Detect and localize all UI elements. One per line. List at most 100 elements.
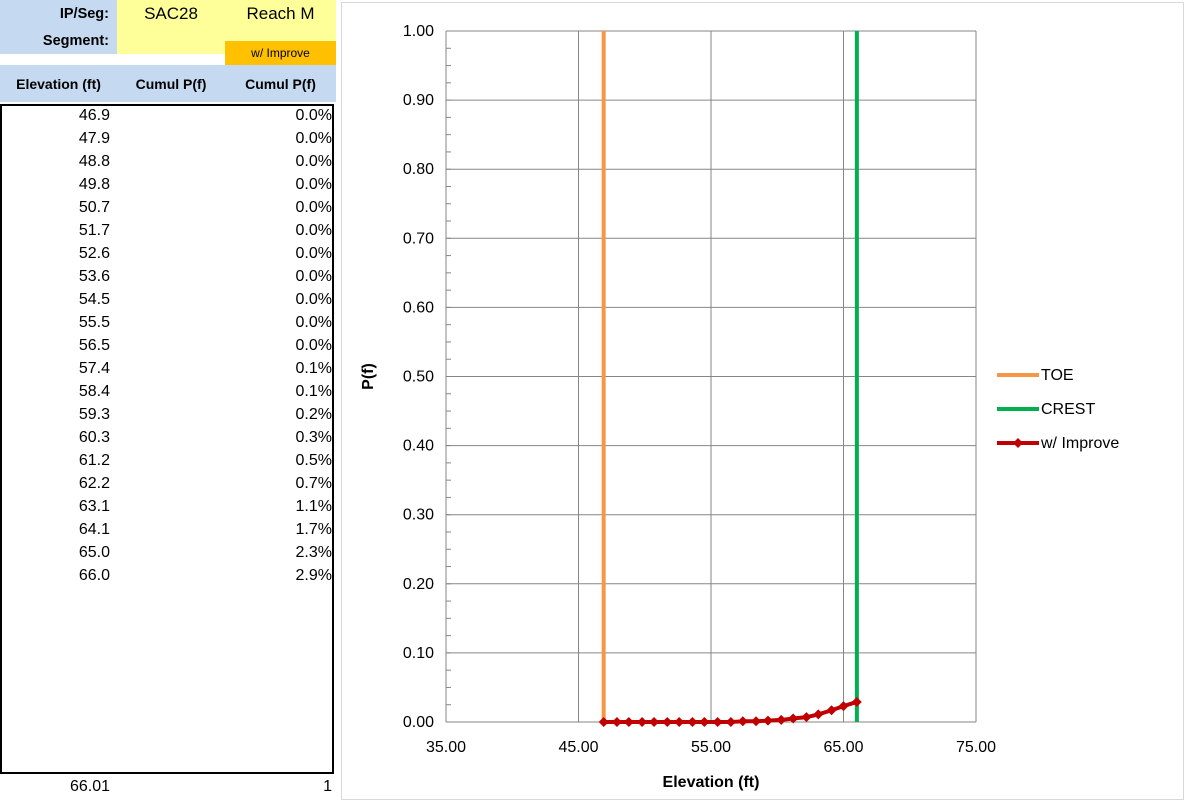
row-cumul-pf: 0.7% [295,475,332,492]
x-axis-title: Elevation (ft) [663,774,760,791]
row-elevation: 61.2 [78,452,110,469]
table-row: 55.5 0.0% [0,314,336,337]
data-point [788,713,799,724]
segment-label: Segment: [0,27,117,54]
table-row: 62.2 0.7% [0,475,336,498]
x-tick-label: 55.00 [691,739,731,756]
table-row: 59.3 0.2% [0,406,336,429]
x-tick-label: 45.00 [558,739,598,756]
row-cumul-pf: 0.0% [295,176,332,193]
data-point [649,717,660,727]
y-tick-label: 0.50 [403,369,434,386]
table-row: 61.2 0.5% [0,452,336,475]
y-tick-label: 0.60 [403,299,434,316]
y-tick-label: 0.10 [403,645,434,662]
data-point [813,709,824,720]
x-tick-label: 75.00 [956,739,996,756]
y-tick-label: 1.00 [403,23,434,40]
row-elevation: 57.4 [78,360,110,377]
row-cumul-pf: 0.0% [295,107,332,124]
col-cumul-header-1: Cumul P(f) [117,65,225,102]
y-tick-label: 0.70 [403,230,434,247]
row-elevation: 48.8 [78,153,110,170]
y-tick-label: 0.40 [403,438,434,455]
col-elevation-header: Elevation (ft) [0,65,117,102]
row-cumul-pf: 1.1% [295,498,332,515]
y-axis-title: P(f) [360,363,377,390]
row-cumul-pf: 2.9% [295,567,332,584]
row-cumul-pf: 0.0% [295,291,332,308]
table-row: 63.1 1.1% [0,498,336,521]
row-cumul-pf: 0.1% [295,383,332,400]
row-cumul-pf: 0.0% [295,245,332,262]
row-cumul-pf: 0.3% [295,429,332,446]
y-tick-label: 0.20 [403,576,434,593]
table-row: 64.1 1.7% [0,521,336,544]
row-elevation: 58.4 [78,383,110,400]
row-cumul-pf: 0.0% [295,222,332,239]
legend: TOE CREST w/ Improve [997,367,1119,452]
data-point [838,701,849,712]
data-point [598,717,609,727]
table-row: 50.7 0.0% [0,199,336,222]
table-row: 53.6 0.0% [0,268,336,291]
row-cumul-pf: 0.0% [295,314,332,331]
row-cumul-pf: 0.5% [295,452,332,469]
data-point [611,717,622,727]
column-header-row: Elevation (ft) Cumul P(f) Cumul P(f) [0,65,336,102]
x-tick-label: 65.00 [823,739,863,756]
data-point [637,717,648,727]
row-elevation: 47.9 [78,130,110,147]
data-point [751,716,762,727]
y-tick-label: 0.80 [403,161,434,178]
row-cumul-pf: 0.0% [295,199,332,216]
row-elevation: 49.8 [78,176,110,193]
row-elevation: 65.0 [78,544,110,561]
data-point [712,717,723,727]
y-tick-label: 0.30 [403,507,434,524]
row-cumul-pf: 1.7% [295,521,332,538]
table-row: 52.6 0.0% [0,245,336,268]
row-elevation: 52.6 [78,245,110,262]
legend-marker [1013,438,1023,448]
row-elevation: 59.3 [78,406,110,423]
data-point [674,717,685,727]
probability-table: IP/Seg: SAC28 Reach M Segment: w/ Improv… [0,0,336,802]
y-tick-label: 0.00 [403,714,434,731]
table-row: 49.8 0.0% [0,176,336,199]
row-elevation: 55.5 [78,314,110,331]
data-rows-box [0,104,334,774]
row-elevation: 53.6 [78,268,110,285]
row-elevation: 56.5 [78,337,110,354]
row-cumul-pf: 0.0% [295,337,332,354]
table-row: 65.0 2.3% [0,544,336,567]
tick-labels: 0.00 0.10 0.20 0.30 0.40 0.50 0.60 0.70 0.80 0.90… [403,23,996,756]
legend-label: CREST [1041,401,1095,418]
ipseg-label: IP/Seg: [0,0,117,27]
data-point [851,696,862,707]
chart-panel: 0.00 0.10 0.20 0.30 0.40 0.50 0.60 0.70 0.80 0.90… [341,2,1184,800]
table-row: 48.8 0.0% [0,153,336,176]
table-row: 58.4 0.1% [0,383,336,406]
data-point [762,715,773,726]
table-row: 46.9 0.0% [0,107,336,130]
row-cumul-pf: 0.0% [295,130,332,147]
row-elevation: 62.2 [78,475,110,492]
data-point [776,714,787,725]
segment-value [117,27,225,54]
table-row: 60.3 0.3% [0,429,336,452]
x-tick-label: 35.00 [426,739,466,756]
header-row-ipseg: IP/Seg: SAC28 Reach M [0,0,336,27]
data-point [699,717,710,727]
reach-value: Reach M [225,0,336,27]
table-row: 51.7 0.0% [0,222,336,245]
row-elevation: 54.5 [78,291,110,308]
row-elevation: 51.7 [78,222,110,239]
col-cumul-header-2: Cumul P(f) [225,65,336,102]
row-elevation: 66.0 [78,567,110,584]
improve-label: w/ Improve [225,41,336,65]
grid [446,30,977,722]
row-cumul-pf: 2.3% [295,544,332,561]
data-point [662,717,673,727]
data-point [826,705,837,716]
